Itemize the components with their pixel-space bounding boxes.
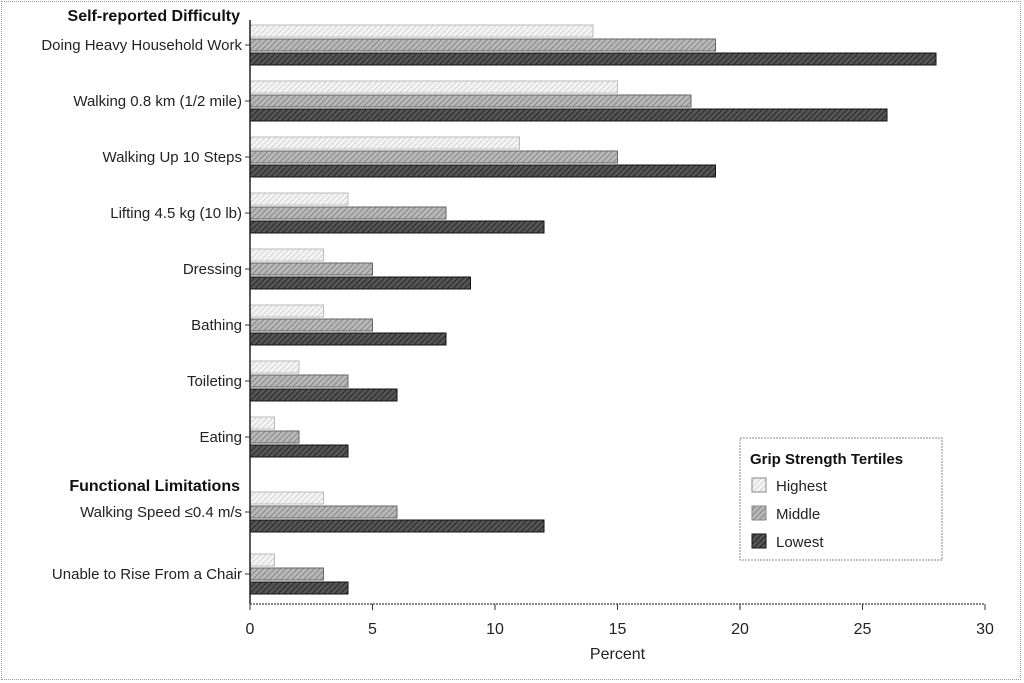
bar-middle-6 [249, 374, 349, 388]
bar-lowest-5 [249, 332, 447, 346]
bar-middle-7 [249, 430, 300, 444]
section-label: Self-reported Difficulty [68, 8, 241, 25]
category-label: Unable to Rise From a Chair [52, 566, 242, 583]
bar-lowest-1 [249, 108, 888, 122]
category-label: Toileting [187, 373, 242, 390]
bar-highest-8 [249, 491, 324, 505]
legend-box [739, 437, 943, 561]
bar-highest-0 [249, 24, 594, 38]
legend-label-lowest: Lowest [776, 534, 824, 551]
bar-highest-2 [249, 136, 520, 150]
legend-label-middle: Middle [776, 506, 820, 523]
bar-middle-5 [249, 318, 373, 332]
x-tick-label: 5 [368, 621, 377, 638]
category-label: Walking Speed ≤0.4 m/s [80, 504, 242, 521]
category-label: Walking 0.8 km (1/2 mile) [73, 93, 242, 110]
bar-highest-9 [249, 553, 275, 567]
bar-highest-6 [249, 360, 300, 374]
bar-lowest-8 [249, 519, 545, 533]
bar-middle-8 [249, 505, 398, 519]
axes-group: 0 5 10 15 20 25 30 Percent [245, 20, 994, 663]
category-label: Walking Up 10 Steps [102, 149, 242, 166]
bar-lowest-0 [249, 52, 937, 66]
category-label: Lifting 4.5 kg (10 lb) [110, 205, 242, 222]
bar-lowest-6 [249, 388, 398, 402]
category-label: Doing Heavy Household Work [41, 37, 242, 54]
bar-middle-0 [249, 38, 716, 52]
bar-middle-3 [249, 206, 447, 220]
bar-middle-1 [249, 94, 692, 108]
legend-swatch-middle [751, 505, 767, 521]
bar-middle-9 [249, 567, 324, 581]
bar-middle-4 [249, 262, 373, 276]
bar-highest-1 [249, 80, 618, 94]
section-label: Functional Limitations [69, 478, 240, 495]
bar-lowest-9 [249, 581, 349, 595]
x-tick-label: 0 [246, 621, 255, 638]
legend-title: Grip Strength Tertiles [750, 451, 903, 468]
bar-lowest-7 [249, 444, 349, 458]
bar-highest-3 [249, 192, 349, 206]
legend-swatch-lowest [751, 533, 767, 549]
legend: Grip Strength Tertiles Highest Middle Lowes… [739, 437, 943, 561]
bar-lowest-2 [249, 164, 716, 178]
x-tick-label: 30 [976, 621, 994, 638]
category-label: Dressing [183, 261, 242, 278]
x-tick-label: 25 [854, 621, 872, 638]
x-tick-label: 10 [486, 621, 504, 638]
bar-highest-7 [249, 416, 275, 430]
bar-highest-5 [249, 304, 324, 318]
category-label: Eating [199, 429, 242, 446]
bars-group [249, 24, 937, 595]
bar-middle-2 [249, 150, 618, 164]
bar-lowest-4 [249, 276, 471, 290]
bar-lowest-3 [249, 220, 545, 234]
x-axis-title: Percent [590, 646, 646, 663]
legend-label-highest: Highest [776, 478, 828, 495]
legend-swatch-highest [751, 477, 767, 493]
bar-highest-4 [249, 248, 324, 262]
x-tick-label: 20 [731, 621, 749, 638]
category-labels-group: Doing Heavy Household Work Walking 0.8 km… [41, 8, 242, 583]
x-tick-label: 15 [609, 621, 627, 638]
category-label: Bathing [191, 317, 242, 334]
